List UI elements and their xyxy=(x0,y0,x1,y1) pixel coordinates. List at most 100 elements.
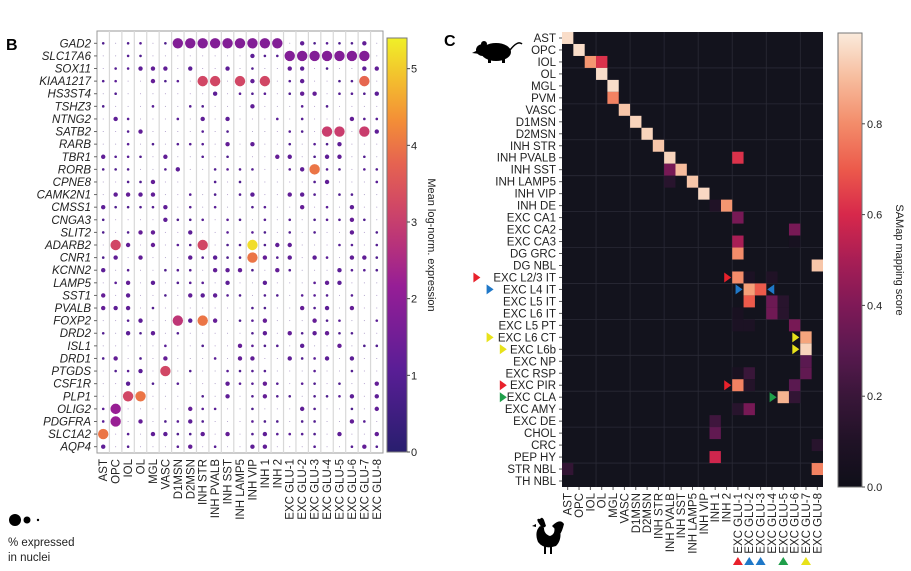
dotplot-dot xyxy=(201,155,204,159)
heatmap-col-label: OPC xyxy=(574,493,586,518)
dotplot-dot xyxy=(324,356,330,361)
dotplot-dot xyxy=(114,281,117,285)
dotplot-dot xyxy=(314,105,316,107)
dotplot-dot xyxy=(177,68,179,70)
dotplot-dot xyxy=(188,142,192,146)
dotplot-dot xyxy=(276,219,278,221)
dotplot-dot xyxy=(126,319,130,322)
heatmap-row-label: EXC AMY xyxy=(505,404,556,416)
heatmap-background xyxy=(562,32,823,487)
dotplot-dot xyxy=(264,156,266,158)
celltype-label: IOL xyxy=(123,458,135,477)
heatmap-cell xyxy=(788,391,801,404)
dotplot-dot xyxy=(238,256,242,259)
dotplot-dot xyxy=(101,231,105,234)
heatmap-cell xyxy=(596,67,608,80)
dotplot-dot xyxy=(176,79,180,83)
heatmap-row-label: INH PVALB xyxy=(497,153,557,165)
dotplot-dot xyxy=(287,356,292,361)
dotplot-dot xyxy=(363,194,365,196)
dotplot-dot xyxy=(338,331,341,335)
dotplot-dot xyxy=(313,382,316,385)
dotplot-dot xyxy=(301,231,303,233)
dotplot-dot xyxy=(299,167,305,172)
dotplot-dot xyxy=(251,131,253,133)
heatmap-cell xyxy=(800,367,812,380)
dotplot-dot xyxy=(376,194,378,196)
dotplot-dot xyxy=(225,394,230,399)
dotplot-dot xyxy=(164,79,167,83)
dotplot-dot xyxy=(350,369,354,373)
heatmap-col-label: EXC GLU-2 xyxy=(744,493,756,554)
dotplot-dot xyxy=(376,307,378,309)
dotplot-dot xyxy=(201,344,204,348)
dotplot-dot xyxy=(363,168,366,171)
dotplot-dot xyxy=(164,294,167,297)
heatmap-col-label: AST xyxy=(563,493,575,515)
dotplot-dot xyxy=(326,383,328,385)
dotplot-dot xyxy=(164,244,166,246)
dotplot-dot xyxy=(176,432,180,436)
cell-marker-triangle xyxy=(792,332,800,343)
dotplot-dot xyxy=(114,67,117,70)
dotplot-dot xyxy=(288,394,292,398)
heatmap-cell xyxy=(766,271,778,284)
dotplot-dot xyxy=(138,318,143,323)
dotplot-dot xyxy=(126,231,130,234)
dotplot-dot xyxy=(200,116,205,122)
dotplot-dot xyxy=(188,281,192,285)
dotplot-dot xyxy=(189,131,191,133)
heatmap-col-label: OL xyxy=(597,492,609,508)
row-marker-triangle xyxy=(486,332,494,343)
dotplot-dot xyxy=(177,307,179,309)
dotplot-dot xyxy=(101,420,105,423)
dotplot-dot xyxy=(127,408,129,410)
dotplot-dot xyxy=(359,75,370,87)
heatmap-row-label: OPC xyxy=(531,45,556,57)
dotplot-dot xyxy=(113,305,118,311)
dotplot-dot xyxy=(314,244,316,246)
dotplot-dot xyxy=(102,68,104,70)
dotplot-dot xyxy=(299,78,305,84)
dotplot-dot xyxy=(214,307,216,309)
dotplot-dot xyxy=(299,305,305,311)
gene-label: NTNG2 xyxy=(52,114,92,126)
dotplot-dot xyxy=(102,55,104,57)
heatmap-cell xyxy=(732,319,744,332)
heatmap-cell xyxy=(743,403,755,416)
dotplot-dot xyxy=(102,244,104,246)
dotplot-dot xyxy=(115,294,117,296)
dotplot-dot xyxy=(226,294,229,297)
dotplot-dot xyxy=(164,231,166,233)
dotplot-dot xyxy=(150,280,156,286)
dotplot-dot xyxy=(214,55,216,57)
dotplot-dot xyxy=(226,231,229,234)
dotplot-dot xyxy=(227,332,229,334)
dotplot-dot xyxy=(202,332,204,334)
heatmap-row-label: OL xyxy=(541,69,557,81)
col-marker-triangle xyxy=(732,557,743,565)
dotplot-dot xyxy=(163,431,168,437)
dotplot-dot xyxy=(264,194,266,196)
dotplot-dot xyxy=(238,218,242,222)
dotplot-dot xyxy=(225,116,230,122)
heatmap-row-label: DG GRC xyxy=(510,249,556,261)
dotplot-dot xyxy=(126,155,130,159)
dotplot-dot xyxy=(202,446,204,448)
dotplot-dot xyxy=(127,105,129,107)
dotplot-dot xyxy=(126,130,130,133)
dotplot-dot xyxy=(150,331,156,336)
dotplot-dot xyxy=(251,231,254,234)
heatmap-cell xyxy=(732,247,744,260)
dotplot-dot xyxy=(227,55,229,57)
heatmap-cell xyxy=(573,43,585,56)
dotplot-dot xyxy=(276,408,278,410)
heatmap-col-label: INH LAMP5 xyxy=(688,493,700,554)
dotplot-dot xyxy=(126,205,130,209)
dotplot-dot xyxy=(351,345,353,347)
dotplot-dot xyxy=(214,420,216,422)
dotplot-dot xyxy=(289,420,291,422)
dotplot-dot xyxy=(212,293,218,298)
dotplot-dot xyxy=(262,280,268,286)
